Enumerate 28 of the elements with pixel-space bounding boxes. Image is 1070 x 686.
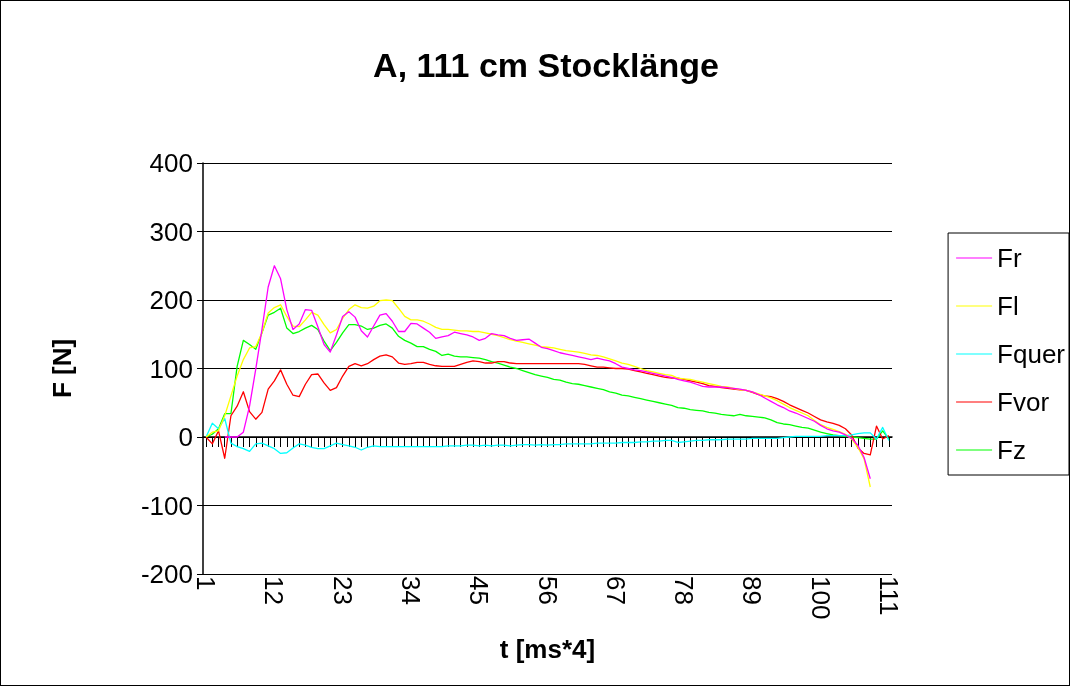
legend-label: Fvor [997,387,1050,417]
line-series [205,299,871,488]
legend-label: Fquer [997,339,1066,369]
x-tick-label: 34 [395,576,426,605]
y-tick-label: 300 [149,216,193,247]
y-tick-label: -100 [140,490,193,521]
y-tick-label: -200 [140,559,193,589]
x-tick-label: 100 [805,576,836,620]
legend-label: Fl [997,291,1019,321]
y-tick-label: 100 [149,353,193,384]
y-tick-label: 200 [149,285,193,315]
x-tick-label: 89 [737,576,768,605]
y-tick-label: 0 [178,422,193,452]
chart-title: A, 111 cm Stocklänge [373,46,719,84]
legend-label: Fz [997,435,1026,465]
x-tick-label: 23 [327,576,358,605]
x-tick-label: 67 [600,576,631,605]
x-tick-label: 56 [532,576,563,605]
x-tick-label: 111 [873,576,904,616]
x-tick-label: 45 [464,576,495,605]
y-tick-label: 400 [149,148,193,178]
x-tick-label: 1 [191,576,222,591]
x-tick-label: 78 [669,576,700,605]
x-tick-label: 12 [259,576,290,605]
legend-label: Fr [997,243,1022,273]
y-axis-title: F [N] [47,338,77,399]
x-axis-title: t [ms*4] [499,634,596,664]
line-series [224,265,871,480]
